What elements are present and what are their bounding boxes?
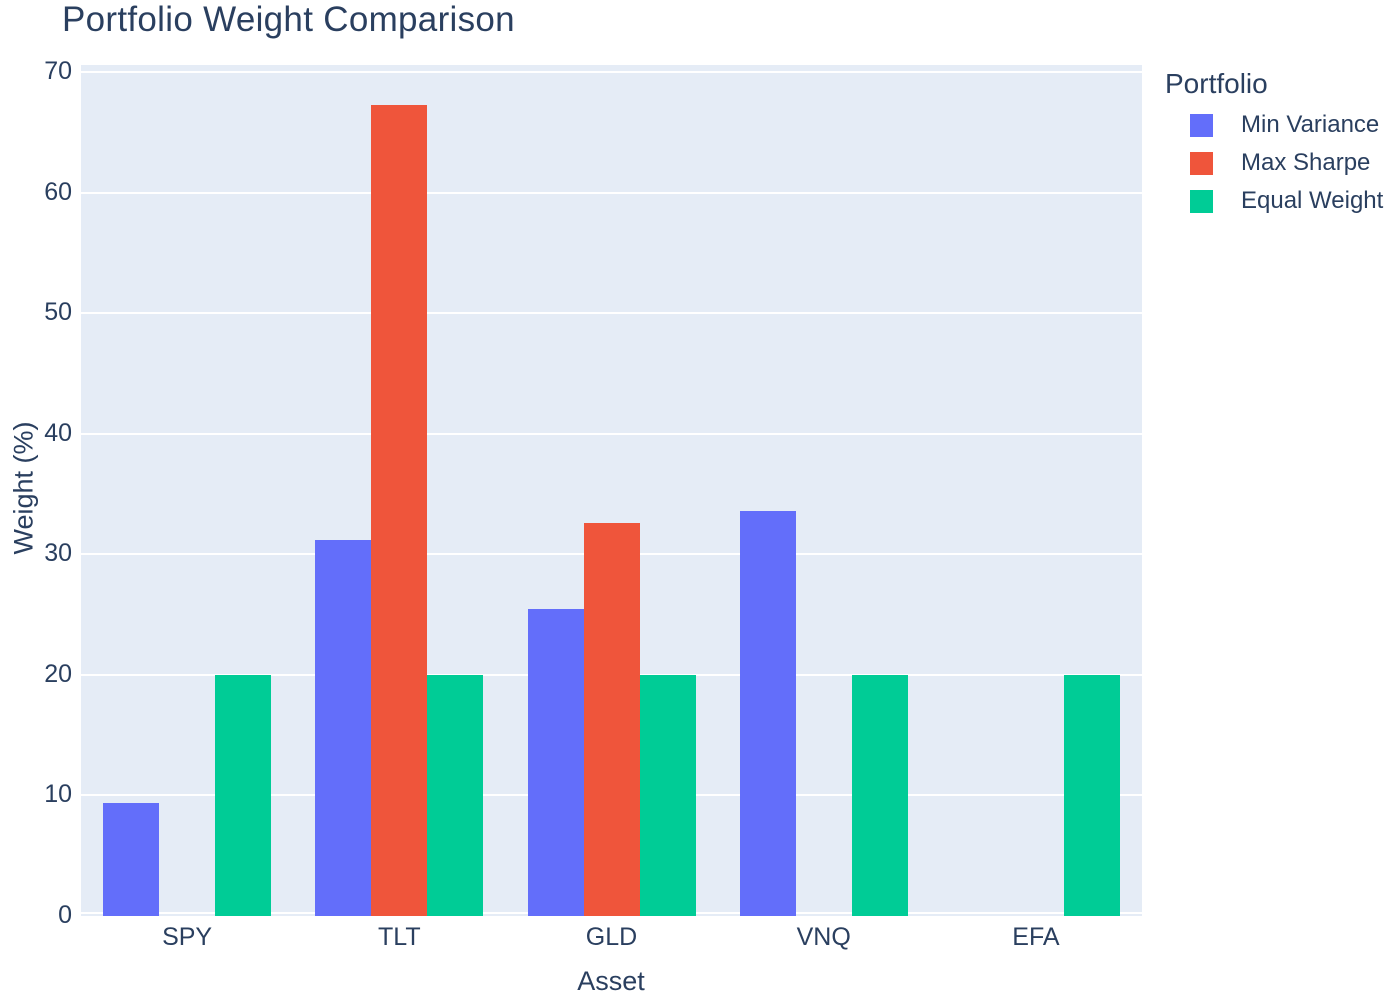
- y-tick-label: 30: [44, 539, 72, 568]
- legend-item-max-sharpe[interactable]: Max Sharpe: [1165, 148, 1383, 178]
- bar-min-variance-vnq[interactable]: [739, 511, 796, 916]
- y-tick-label: 10: [44, 780, 72, 809]
- gridline: [81, 433, 1142, 435]
- bar-equal-weight-tlt[interactable]: [427, 674, 484, 916]
- legend-item-label: Equal Weight: [1241, 187, 1384, 214]
- plot-area: [81, 65, 1142, 916]
- bar-group-efa: [952, 65, 1120, 916]
- legend-item-label: Max Sharpe: [1241, 149, 1371, 176]
- bar-group-vnq: [739, 65, 908, 916]
- legend-item-equal-weight[interactable]: Equal Weight: [1165, 186, 1383, 216]
- x-tick-label-spy: SPY: [162, 923, 213, 951]
- y-tick-label: 70: [44, 57, 72, 86]
- bar-min-variance-gld[interactable]: [527, 608, 584, 916]
- x-tick-label-vnq: VNQ: [796, 923, 851, 951]
- bar-max-sharpe-tlt[interactable]: [371, 104, 428, 916]
- legend-title: Portfolio: [1165, 68, 1268, 99]
- bar-group-spy: [103, 65, 272, 916]
- y-tick-label: 40: [44, 418, 72, 447]
- bar-min-variance-spy[interactable]: [103, 802, 160, 916]
- bar-group-gld: [527, 65, 696, 916]
- gridline: [81, 312, 1142, 314]
- y-tick-label: 20: [44, 659, 72, 688]
- y-tick-label: 50: [44, 298, 72, 327]
- legend-swatch-icon: [1190, 113, 1213, 137]
- legend: Portfolio Min Variance Max Sharpe Equal We…: [1165, 66, 1383, 224]
- y-tick-label: 0: [58, 901, 72, 929]
- bar-max-sharpe-gld[interactable]: [583, 523, 640, 916]
- x-tick-label-efa: EFA: [1012, 923, 1060, 951]
- bar-equal-weight-vnq[interactable]: [851, 674, 908, 916]
- bar-equal-weight-efa[interactable]: [1063, 674, 1120, 916]
- y-tick-label: 60: [44, 177, 72, 206]
- gridline: [81, 71, 1142, 73]
- gridline: [81, 192, 1142, 194]
- bar-group-tlt: [315, 65, 484, 916]
- chart-title: Portfolio Weight Comparison: [62, 0, 515, 39]
- x-axis-title: Asset: [577, 966, 645, 996]
- legend-item-min-variance[interactable]: Min Variance: [1165, 110, 1383, 140]
- bar-equal-weight-gld[interactable]: [639, 674, 696, 916]
- legend-swatch-icon: [1190, 189, 1213, 213]
- x-tick-label-tlt: TLT: [378, 923, 421, 951]
- x-tick-label-gld: GLD: [585, 923, 638, 951]
- bar-min-variance-tlt[interactable]: [315, 539, 372, 916]
- legend-swatch-icon: [1190, 151, 1213, 175]
- bar-equal-weight-spy[interactable]: [215, 674, 272, 916]
- legend-item-label: Min Variance: [1241, 111, 1380, 138]
